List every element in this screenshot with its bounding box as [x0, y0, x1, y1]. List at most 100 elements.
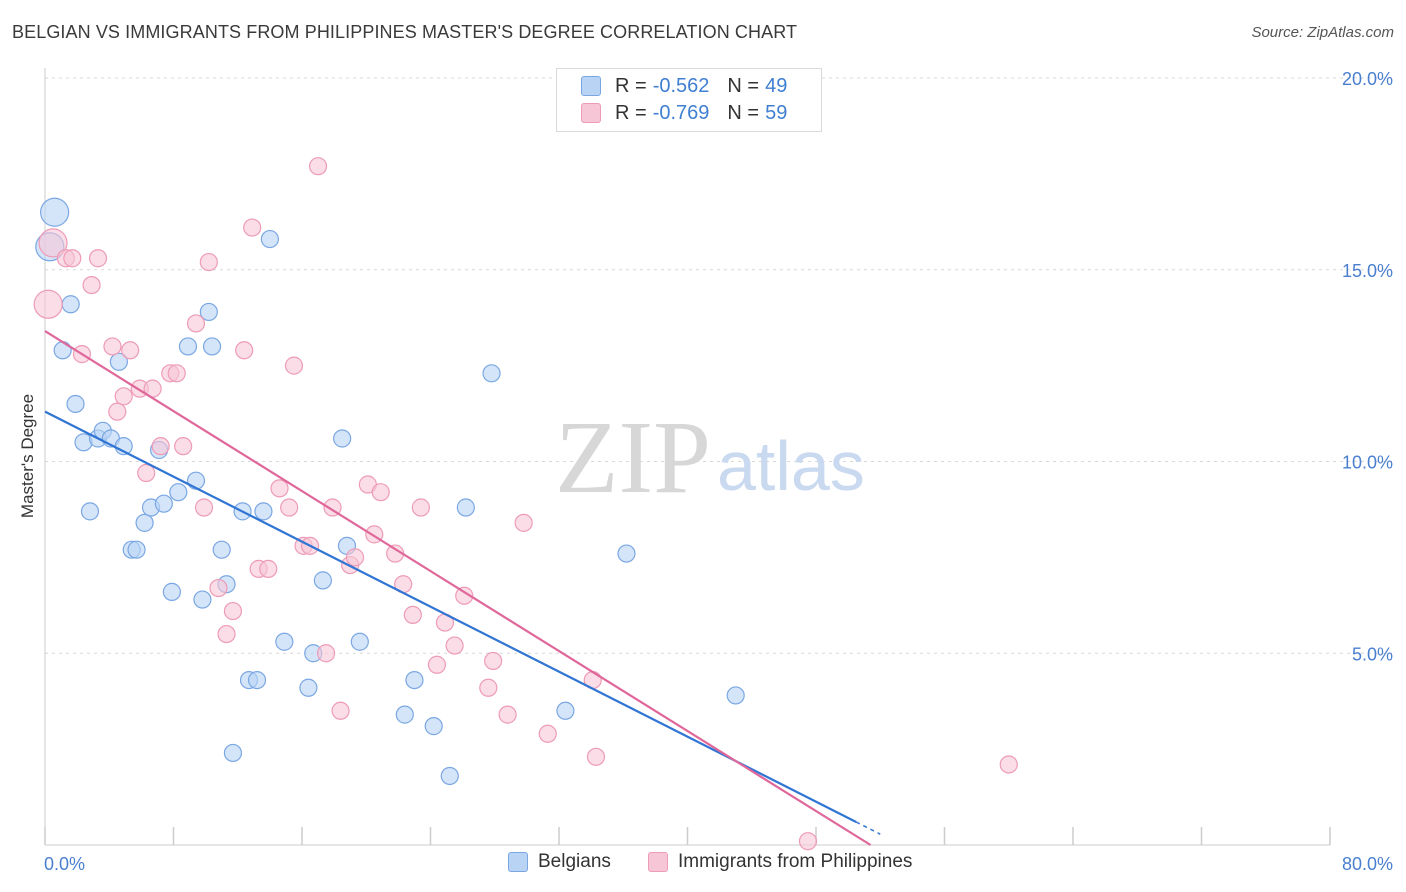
legend-r-label: R = — [615, 74, 647, 97]
philippines-point — [371, 483, 390, 502]
legend-swatch-pink — [648, 852, 668, 872]
belgian-point — [53, 341, 72, 360]
y-tick-label: 20.0% — [1342, 69, 1393, 89]
belgian-point — [313, 571, 332, 590]
axes — [44, 68, 1331, 846]
chart-source: Source: ZipAtlas.com — [1251, 24, 1394, 41]
philippines-point — [798, 832, 818, 851]
data-points — [33, 157, 1018, 851]
philippines-point — [82, 275, 101, 295]
philippines-point — [514, 513, 533, 532]
belgian-point — [299, 678, 318, 697]
philippines-point — [243, 218, 262, 237]
belgian-point — [109, 352, 128, 371]
philippines-point — [121, 341, 140, 360]
belgian-trend-extension — [855, 821, 881, 835]
legend-n-label: N = — [727, 101, 760, 124]
series-legend: Belgians Immigrants from Philippines — [0, 851, 1406, 879]
philippines-point — [259, 559, 278, 578]
philippines-point — [151, 437, 170, 456]
philippines-point — [103, 337, 122, 356]
philippines-point — [137, 463, 156, 483]
y-tick-label: 10.0% — [1342, 453, 1393, 473]
philippines-point — [235, 341, 254, 360]
belgian-point — [350, 632, 369, 651]
belgian-point — [154, 494, 173, 513]
belgian-point — [482, 364, 501, 383]
philippines-point — [167, 364, 186, 383]
legend-r-label: R = — [615, 101, 647, 124]
y-tick-label: 5.0% — [1352, 644, 1393, 664]
legend-r-value: -0.562 — [652, 74, 710, 97]
belgian-point — [395, 705, 414, 724]
philippines-point — [186, 314, 206, 333]
legend-row-belgians: R = -0.562 N = 49 — [581, 74, 787, 98]
philippines-point — [194, 498, 214, 517]
belgian-point — [223, 743, 243, 763]
legend-row-philippines: R = -0.769 N = 59 — [581, 101, 787, 125]
belgian-point — [135, 513, 154, 532]
x-tick-label: 80.0% — [1342, 854, 1393, 874]
belgian-point — [456, 498, 475, 517]
philippines-point — [284, 356, 304, 375]
legend-item-belgians[interactable]: Belgians — [508, 851, 611, 873]
belgian-point — [186, 471, 206, 490]
belgian-point — [61, 295, 80, 314]
tick-labels: 5.0% 10.0% 15.0% 20.0% 0.0% 80.0% — [44, 69, 1393, 874]
philippines-point — [411, 498, 430, 517]
belgian-point — [405, 670, 424, 690]
philippines-point — [270, 479, 289, 498]
philippines-point — [308, 157, 328, 176]
philippines-point — [403, 605, 422, 625]
philippines-trend-line — [44, 330, 872, 846]
belgian-point — [127, 540, 146, 559]
philippines-point — [223, 601, 243, 621]
belgian-point — [193, 590, 212, 609]
y-axis-label: Master's Degree — [18, 394, 37, 518]
stats-legend: R = -0.562 N = 49 R = -0.769 N = 59 — [556, 68, 822, 132]
watermark-atlas: atlas — [717, 427, 865, 505]
philippines-point — [484, 651, 503, 671]
philippines-point — [331, 701, 350, 720]
philippines-point — [538, 724, 557, 743]
belgian-point — [617, 544, 636, 563]
philippines-point — [63, 249, 82, 268]
belgian-point — [178, 337, 198, 356]
watermark-zip: ZIP — [555, 400, 711, 515]
philippines-point — [999, 755, 1018, 774]
legend-swatch-blue — [508, 852, 528, 872]
belgian-point — [260, 229, 279, 249]
belgian-trend-line — [44, 410, 857, 823]
philippines-point — [479, 678, 498, 697]
legend-swatch-pink — [581, 103, 601, 123]
belgian-point — [162, 582, 181, 601]
belgian-point — [212, 540, 231, 559]
belgian-point — [169, 483, 188, 502]
legend-r-value: -0.769 — [652, 101, 710, 124]
legend-label-belgians: Belgians — [538, 851, 611, 872]
belgian-point — [726, 686, 745, 705]
belgian-point — [199, 302, 218, 322]
legend-item-philippines[interactable]: Immigrants from Philippines — [648, 851, 912, 873]
belgian-point — [333, 429, 352, 448]
philippines-point — [455, 586, 474, 605]
y-tick-label: 15.0% — [1342, 261, 1393, 281]
philippines-point — [88, 249, 108, 268]
philippines-point — [427, 655, 447, 674]
legend-label-philippines: Immigrants from Philippines — [678, 851, 913, 872]
belgian-point — [202, 337, 222, 356]
legend-n-value: 49 — [765, 74, 788, 97]
belgian-point — [66, 394, 85, 414]
belgian-point — [556, 701, 575, 720]
philippines-point — [280, 498, 299, 517]
belgian-point — [440, 766, 459, 786]
philippines-point — [316, 644, 336, 663]
gridlines — [45, 77, 1395, 654]
belgian-point — [247, 670, 267, 690]
philippines-point — [586, 747, 606, 766]
philippines-point — [345, 548, 365, 567]
x-tick-label: 0.0% — [44, 854, 85, 874]
watermark: ZIP atlas — [555, 400, 865, 515]
philippines-point — [217, 624, 236, 644]
